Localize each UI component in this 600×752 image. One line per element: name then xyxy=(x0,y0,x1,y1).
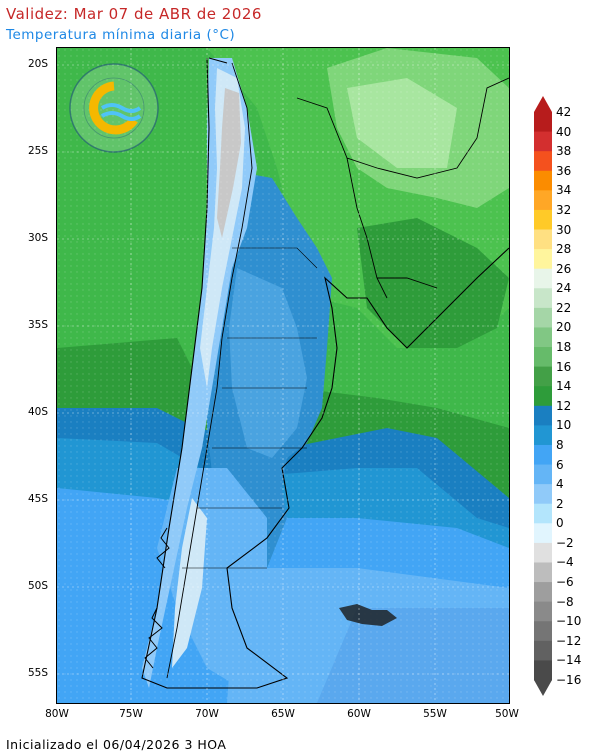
colorbar-tick-label: 18 xyxy=(556,340,572,355)
colorbar-swatch xyxy=(534,484,552,505)
colorbar-tick-label: −10 xyxy=(556,614,582,629)
colorbar-tick-label: 16 xyxy=(556,359,572,374)
colorbar-tick-label: 20 xyxy=(556,320,572,335)
temperature-map xyxy=(56,47,510,704)
colorbar-tick-label: 6 xyxy=(556,457,564,472)
colorbar xyxy=(534,96,552,696)
lon-label-50w: 50W xyxy=(495,708,519,720)
colorbar-tick-label: 32 xyxy=(556,202,572,217)
lat-label-55s: 55S xyxy=(28,667,49,679)
colorbar-tick-label: 4 xyxy=(556,477,564,492)
variable-subtitle: Temperatura mínima diaria (°C) xyxy=(6,27,236,43)
colorbar-tick-label: −6 xyxy=(556,575,574,590)
grid xyxy=(57,48,509,703)
lon-label-70w: 70W xyxy=(195,708,219,720)
colorbar-tick-label: 34 xyxy=(556,183,572,198)
colorbar-tick-label: 14 xyxy=(556,379,572,394)
lon-label-75w: 75W xyxy=(119,708,143,720)
init-footer: Inicializado el 06/04/2026 3 HOA xyxy=(6,737,227,752)
colorbar-swatch xyxy=(534,601,552,622)
colorbar-swatch xyxy=(534,640,552,661)
colorbar-swatch xyxy=(534,327,552,348)
colorbar-tick-label: −16 xyxy=(556,673,582,687)
province-borders xyxy=(182,247,318,569)
smn-logo xyxy=(69,63,159,153)
colorbar-min-arrow xyxy=(534,680,552,696)
colorbar-tick-label: 36 xyxy=(556,163,572,178)
lat-label-40s: 40S xyxy=(28,406,49,418)
colorbar-tick-label: 12 xyxy=(556,398,572,413)
colorbar-swatch xyxy=(534,425,552,446)
coastline xyxy=(141,57,509,689)
lat-label-45s: 45S xyxy=(28,493,49,505)
colorbar-tick-label: 10 xyxy=(556,418,572,433)
colorbar-swatch xyxy=(534,170,552,191)
colorbar-swatch xyxy=(534,464,552,485)
lat-label-30s: 30S xyxy=(28,232,49,244)
colorbar-tick-label: 24 xyxy=(556,281,572,296)
colorbar-tick-label: 30 xyxy=(556,222,572,237)
colorbar-tick-label: 2 xyxy=(556,496,564,511)
colorbar-swatch xyxy=(534,444,552,466)
colorbar-swatch xyxy=(534,621,552,642)
colorbar-swatch xyxy=(534,582,552,603)
colorbar-swatch xyxy=(534,151,552,172)
colorbar-tick-label: −2 xyxy=(556,535,574,550)
colorbar-tick-label: 0 xyxy=(556,516,564,531)
colorbar-tick-label: −14 xyxy=(556,653,582,668)
colorbar-swatch xyxy=(534,660,552,681)
colorbar-tick-label: 8 xyxy=(556,437,564,452)
colorbar-swatch xyxy=(534,249,552,270)
colorbar-max-arrow xyxy=(534,96,552,112)
lon-label-65w: 65W xyxy=(271,708,295,720)
lat-label-50s: 50S xyxy=(28,580,49,592)
falklands xyxy=(339,604,397,626)
colorbar-tick-label: 28 xyxy=(556,242,572,257)
lat-label-20s: 20S xyxy=(28,58,49,70)
colorbar-swatch xyxy=(534,288,552,309)
colorbar-tick-label: −4 xyxy=(556,555,574,570)
colorbar-swatch xyxy=(534,562,552,583)
colorbar-swatch xyxy=(534,131,552,152)
colorbar-tick-label: 42 xyxy=(556,105,572,119)
colorbar-swatch xyxy=(534,386,552,407)
fjords xyxy=(144,57,228,669)
colorbar-tick-label: 38 xyxy=(556,144,572,159)
colorbar-tick-label: −12 xyxy=(556,633,582,648)
colorbar-tick-label: −8 xyxy=(556,594,574,609)
lon-label-80w: 80W xyxy=(45,708,69,720)
colorbar-swatch xyxy=(534,523,552,544)
colorbar-tick-label: 40 xyxy=(556,124,572,139)
lon-label-55w: 55W xyxy=(423,708,447,720)
colorbar-swatch xyxy=(534,268,552,289)
colorbar-swatch xyxy=(534,112,552,133)
colorbar-swatch xyxy=(534,347,552,368)
lat-label-35s: 35S xyxy=(28,319,49,331)
country-borders xyxy=(296,77,509,299)
validity-title: Validez: Mar 07 de ABR de 2026 xyxy=(6,5,262,23)
colorbar-tick-label: 22 xyxy=(556,300,572,315)
map-canvas xyxy=(57,48,509,703)
andes-border xyxy=(166,62,253,679)
colorbar-swatch xyxy=(534,307,552,328)
lat-label-25s: 25S xyxy=(28,145,49,157)
colorbar-swatch xyxy=(534,209,552,231)
colorbar-swatch xyxy=(534,542,552,563)
colorbar-swatch xyxy=(534,405,552,426)
colorbar-tick-label: 26 xyxy=(556,261,572,276)
colorbar-swatch xyxy=(534,503,552,524)
colorbar-swatch xyxy=(534,190,552,211)
colorbar-swatch xyxy=(534,229,552,250)
colorbar-swatch xyxy=(534,366,552,387)
lon-label-60w: 60W xyxy=(347,708,371,720)
